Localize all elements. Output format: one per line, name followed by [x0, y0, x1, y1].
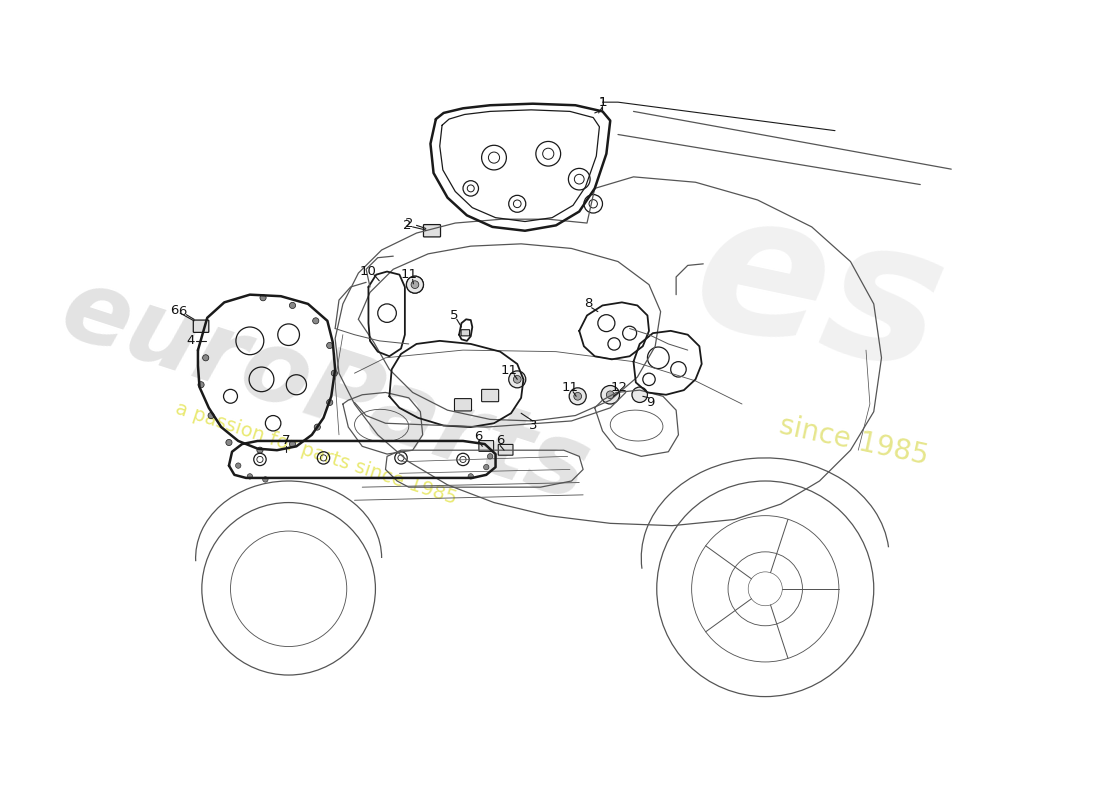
- FancyBboxPatch shape: [194, 320, 209, 332]
- Circle shape: [208, 413, 214, 418]
- Circle shape: [484, 465, 490, 470]
- Text: 9: 9: [647, 396, 654, 409]
- Text: 8: 8: [584, 298, 593, 310]
- Circle shape: [468, 474, 473, 479]
- FancyBboxPatch shape: [478, 441, 494, 451]
- Circle shape: [312, 318, 319, 324]
- Circle shape: [331, 370, 338, 376]
- Text: 6: 6: [170, 303, 179, 317]
- Circle shape: [263, 477, 268, 482]
- Circle shape: [574, 393, 582, 400]
- Circle shape: [198, 382, 205, 388]
- Circle shape: [406, 276, 424, 293]
- Circle shape: [248, 474, 253, 479]
- Text: es: es: [679, 175, 960, 411]
- Circle shape: [569, 388, 586, 405]
- Circle shape: [315, 424, 320, 430]
- FancyBboxPatch shape: [454, 398, 472, 411]
- Circle shape: [508, 371, 526, 388]
- FancyBboxPatch shape: [461, 330, 470, 336]
- Circle shape: [226, 439, 232, 446]
- Text: 11: 11: [500, 364, 518, 377]
- Circle shape: [289, 302, 296, 309]
- Text: 11: 11: [400, 268, 417, 281]
- Text: 10: 10: [360, 265, 377, 278]
- Text: 5: 5: [450, 309, 458, 322]
- Circle shape: [606, 391, 614, 398]
- Text: 1: 1: [598, 96, 607, 109]
- Text: since 1985: since 1985: [777, 411, 931, 470]
- Text: a passion for parts since 1985: a passion for parts since 1985: [174, 398, 460, 508]
- Circle shape: [235, 463, 241, 468]
- Text: 7: 7: [282, 434, 290, 447]
- FancyBboxPatch shape: [498, 445, 513, 455]
- Circle shape: [514, 375, 521, 383]
- Circle shape: [289, 441, 296, 447]
- Text: 12: 12: [612, 381, 628, 394]
- Text: 2: 2: [403, 219, 411, 232]
- Text: 6: 6: [474, 430, 483, 443]
- Circle shape: [411, 281, 419, 289]
- Text: 4: 4: [186, 334, 195, 347]
- Circle shape: [256, 447, 263, 454]
- FancyBboxPatch shape: [482, 390, 498, 402]
- Text: 6: 6: [178, 305, 187, 318]
- Text: 11: 11: [561, 381, 579, 394]
- Circle shape: [406, 276, 424, 293]
- Circle shape: [327, 342, 333, 349]
- Text: 2: 2: [405, 217, 412, 230]
- Circle shape: [631, 387, 648, 402]
- Circle shape: [487, 454, 493, 459]
- Circle shape: [601, 386, 619, 404]
- Circle shape: [202, 354, 209, 361]
- Circle shape: [411, 281, 419, 289]
- Circle shape: [260, 294, 266, 301]
- FancyBboxPatch shape: [424, 225, 440, 237]
- Text: 6: 6: [496, 434, 505, 447]
- Text: 1: 1: [598, 96, 607, 109]
- Text: euroParts: euroParts: [50, 261, 601, 522]
- Text: 3: 3: [528, 419, 537, 432]
- Circle shape: [327, 399, 333, 406]
